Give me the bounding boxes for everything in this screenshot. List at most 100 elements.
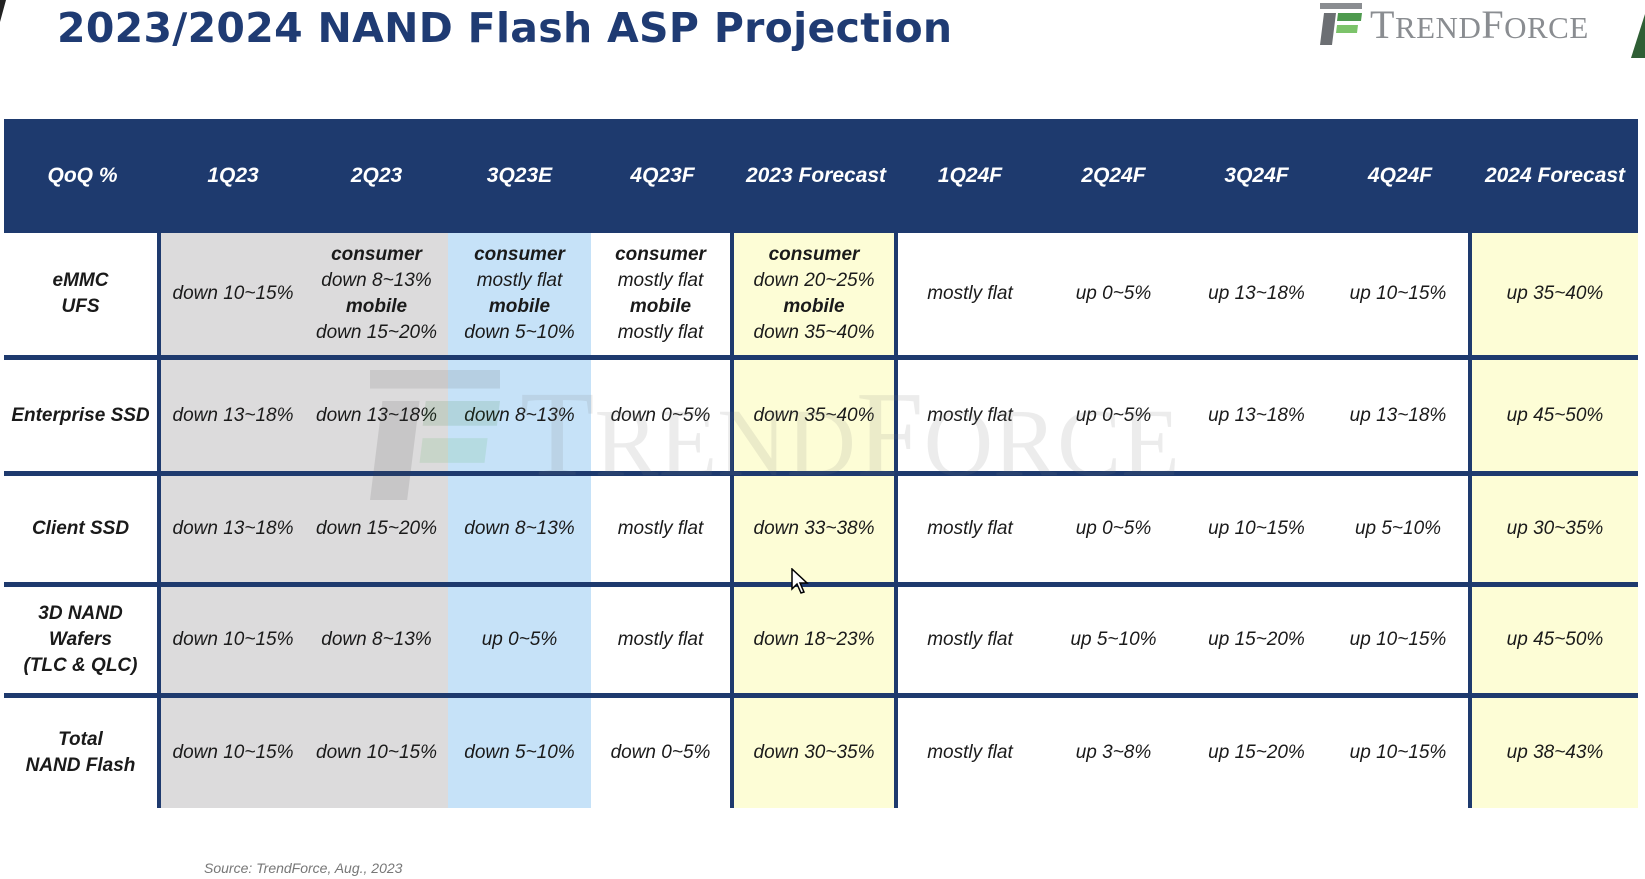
cell-text: up 13~18% bbox=[1208, 404, 1305, 426]
cell-text: mobile bbox=[629, 296, 692, 317]
cell-text: mostly flat bbox=[927, 283, 1013, 304]
cell-client-ssd-3q23e: down 8~13% bbox=[448, 471, 591, 582]
trendforce-logo-text: TRENDFORCE bbox=[1370, 1, 1589, 47]
header-1q24f: 1Q24F bbox=[898, 119, 1042, 233]
header-2q23: 2Q23 bbox=[305, 119, 448, 233]
cell-text: mobile bbox=[345, 296, 408, 317]
cell-text: up 38~43% bbox=[1506, 742, 1604, 763]
cell-text: down 5~10% bbox=[464, 742, 575, 763]
cell-text: up 15~20% bbox=[1208, 629, 1305, 650]
cell-text: down 5~10% bbox=[464, 322, 575, 343]
cell-text: down 15~20% bbox=[316, 322, 437, 343]
cell-text: down 35~40% bbox=[753, 322, 875, 343]
cell-client-ssd-2q24f: up 0~5% bbox=[1042, 471, 1185, 582]
cell-client-ssd-2024-forecast: up 30~35% bbox=[1472, 471, 1638, 582]
cell-text: down 0~5% bbox=[610, 404, 711, 426]
cell-client-ssd-4q23f: mostly flat bbox=[591, 471, 734, 582]
cell-3d-nand-wafers-2023-forecast: down 18~23% bbox=[734, 582, 898, 693]
row-label-line: Client SSD bbox=[31, 518, 130, 539]
header-2024-forecast: 2024 Forecast bbox=[1472, 119, 1638, 233]
trendforce-logo: TRENDFORCE bbox=[1320, 1, 1589, 47]
cell-emmc-ufs-2023-forecast: consumer down 20~25% mobile down 35~40% bbox=[734, 233, 898, 355]
cell-total-nand-flash-3q24f: up 15~20% bbox=[1185, 693, 1328, 808]
row-label-total-nand-flash: Total NAND Flash bbox=[4, 693, 161, 808]
cell-total-nand-flash-2024-forecast: up 38~43% bbox=[1472, 693, 1638, 808]
cell-enterprise-ssd-4q23f: down 0~5% bbox=[591, 355, 734, 471]
cell-3d-nand-wafers-4q23f: mostly flat bbox=[591, 582, 734, 693]
cell-client-ssd-3q24f: up 10~15% bbox=[1185, 471, 1328, 582]
header-4q23f: 4Q23F bbox=[591, 119, 734, 233]
corner-decoration bbox=[0, 0, 6, 22]
cell-3d-nand-wafers-2q24f: up 5~10% bbox=[1042, 582, 1185, 693]
header-2q24f: 2Q24F bbox=[1042, 119, 1185, 233]
cell-text: down 10~15% bbox=[172, 283, 294, 304]
cell-emmc-ufs-4q23f: consumer mostly flat mobile mostly flat bbox=[591, 233, 734, 355]
cell-text: mostly flat bbox=[617, 629, 704, 650]
cell-text: consumer bbox=[331, 244, 422, 265]
cell-text: up 10~15% bbox=[1349, 742, 1447, 763]
cell-enterprise-ssd-4q24f: up 13~18% bbox=[1328, 355, 1472, 471]
cell-text: down 30~35% bbox=[753, 742, 875, 763]
cell-text: down 8~13% bbox=[464, 404, 575, 426]
cell-client-ssd-1q24f: mostly flat bbox=[898, 471, 1042, 582]
cell-enterprise-ssd-3q23e: down 8~13% bbox=[448, 355, 591, 471]
cell-total-nand-flash-4q23f: down 0~5% bbox=[591, 693, 734, 808]
cell-text: up 13~18% bbox=[1208, 283, 1305, 304]
row-label-line: NAND Flash bbox=[25, 755, 136, 776]
row-label-line: UFS bbox=[61, 296, 100, 317]
cell-text: mostly flat bbox=[617, 270, 704, 291]
cell-text: down 8~13% bbox=[321, 270, 432, 291]
cell-text: down 35~40% bbox=[753, 404, 875, 426]
cell-enterprise-ssd-2q23: down 13~18% bbox=[305, 355, 448, 471]
row-label-3d-nand-wafers: 3D NAND Wafers (TLC & QLC) bbox=[4, 582, 161, 693]
cell-text: up 15~20% bbox=[1208, 742, 1305, 763]
source-note: Source: TrendForce, Aug., 2023 bbox=[204, 860, 403, 876]
cell-emmc-ufs-2024-forecast: up 35~40% bbox=[1472, 233, 1638, 355]
cell-text: down 33~38% bbox=[753, 518, 875, 539]
cell-text: down 10~15% bbox=[316, 742, 437, 763]
cell-text: mostly flat bbox=[476, 270, 563, 291]
asp-projection-table: QoQ % 1Q23 2Q23 3Q23E 4Q23F 2023 Forecast 1Q24… bbox=[4, 119, 1638, 808]
cell-client-ssd-2q23: down 15~20% bbox=[305, 471, 448, 582]
cell-enterprise-ssd-2024-forecast: up 45~50% bbox=[1472, 355, 1638, 471]
cell-emmc-ufs-4q24f: up 10~15% bbox=[1328, 233, 1472, 355]
cell-total-nand-flash-2q24f: up 3~8% bbox=[1042, 693, 1185, 808]
row-label-line: (TLC & QLC) bbox=[23, 655, 138, 676]
cell-text: up 10~15% bbox=[1349, 629, 1447, 650]
cell-text: consumer bbox=[615, 244, 706, 265]
cell-text: consumer bbox=[768, 244, 860, 265]
cell-total-nand-flash-3q23e: down 5~10% bbox=[448, 693, 591, 808]
cell-3d-nand-wafers-3q23e: up 0~5% bbox=[448, 582, 591, 693]
header-4q24f: 4Q24F bbox=[1328, 119, 1472, 233]
cell-text: mostly flat bbox=[927, 629, 1013, 650]
cell-text: down 8~13% bbox=[464, 518, 575, 539]
cell-text: down 10~15% bbox=[172, 629, 294, 650]
cell-text: down 8~13% bbox=[321, 629, 432, 650]
cell-text: mostly flat bbox=[617, 322, 704, 343]
cell-total-nand-flash-2023-forecast: down 30~35% bbox=[734, 693, 898, 808]
cell-text: up 30~35% bbox=[1506, 518, 1604, 539]
header-1q23: 1Q23 bbox=[161, 119, 305, 233]
cell-enterprise-ssd-3q24f: up 13~18% bbox=[1185, 355, 1328, 471]
cell-emmc-ufs-1q23: down 10~15% bbox=[161, 233, 305, 355]
cell-text: up 0~5% bbox=[1075, 404, 1152, 426]
cell-enterprise-ssd-2q24f: up 0~5% bbox=[1042, 355, 1185, 471]
cell-text: up 0~5% bbox=[1075, 518, 1152, 539]
cell-text: up 45~50% bbox=[1506, 404, 1604, 426]
cell-text: down 13~18% bbox=[316, 404, 437, 426]
header-3q24f: 3Q24F bbox=[1185, 119, 1328, 233]
cell-emmc-ufs-3q24f: up 13~18% bbox=[1185, 233, 1328, 355]
row-label-line: 3D NAND bbox=[38, 603, 123, 624]
cell-3d-nand-wafers-2024-forecast: up 45~50% bbox=[1472, 582, 1638, 693]
row-label-client-ssd: Client SSD bbox=[4, 471, 161, 582]
cell-text: down 13~18% bbox=[172, 404, 294, 426]
cell-emmc-ufs-2q23: consumer down 8~13% mobile down 15~20% bbox=[305, 233, 448, 355]
cell-text: up 0~5% bbox=[1075, 283, 1152, 304]
cell-text: down 13~18% bbox=[172, 518, 294, 539]
header-3q23e: 3Q23E bbox=[448, 119, 591, 233]
mouse-cursor-icon bbox=[791, 568, 809, 594]
cell-text: mostly flat bbox=[927, 742, 1013, 763]
cell-text: up 35~40% bbox=[1506, 283, 1604, 304]
trendforce-logo-icon bbox=[1320, 3, 1362, 45]
cell-text: down 20~25% bbox=[753, 270, 875, 291]
